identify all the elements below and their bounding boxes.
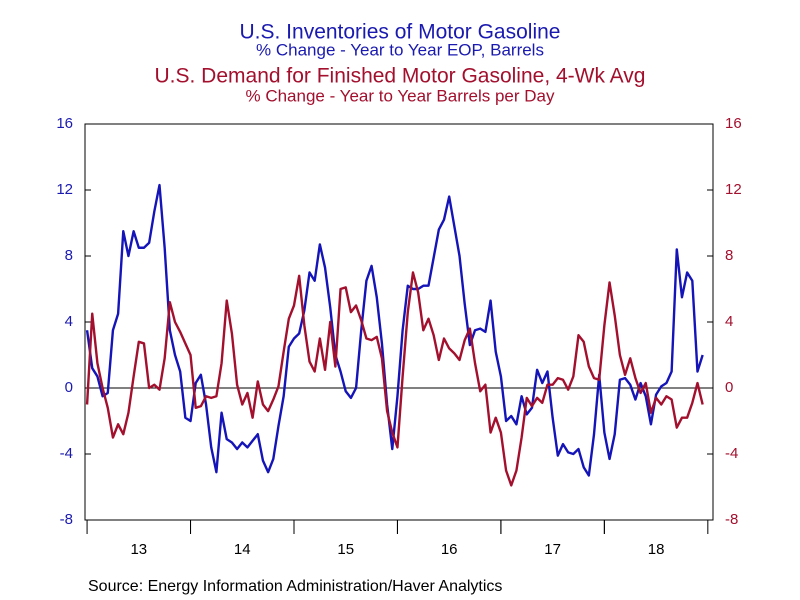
y-tick-label: -4: [60, 445, 73, 462]
plot-area: [84, 123, 714, 521]
y-tick-label: 8: [65, 247, 73, 264]
y2-tick-label: 16: [725, 115, 742, 132]
y2-tick-label: 8: [725, 247, 733, 264]
x-tick-label: 17: [544, 541, 561, 558]
chart-subtitle-2: % Change - Year to Year Barrels per Day: [245, 86, 555, 105]
y2-tick-label: -4: [725, 445, 738, 462]
x-tick-label: 14: [234, 541, 251, 558]
y2-tick-label: -8: [725, 511, 738, 528]
y-tick-label: 12: [56, 181, 73, 198]
y-tick-label: 16: [56, 115, 73, 132]
x-tick-label: 16: [441, 541, 458, 558]
y2-tick-label: 12: [725, 181, 742, 198]
source-note: Source: Energy Information Administratio…: [88, 578, 502, 595]
x-tick-label: 15: [337, 541, 354, 558]
y2-tick-label: 0: [725, 379, 733, 396]
x-tick-label: 13: [130, 541, 147, 558]
x-tick-label: 18: [648, 541, 665, 558]
series-line: [85, 271, 704, 487]
y-tick-label: -8: [60, 511, 73, 528]
y2-tick-label: 4: [725, 313, 733, 330]
chart-title-2: U.S. Demand for Finished Motor Gasoline,…: [155, 65, 646, 88]
chart-subtitle: % Change - Year to Year EOP, Barrels: [256, 40, 544, 59]
y-tick-label: 0: [65, 379, 73, 396]
chart-title: U.S. Inventories of Motor Gasoline: [240, 21, 561, 44]
series-line: [85, 183, 704, 477]
y-tick-label: 4: [65, 313, 73, 330]
